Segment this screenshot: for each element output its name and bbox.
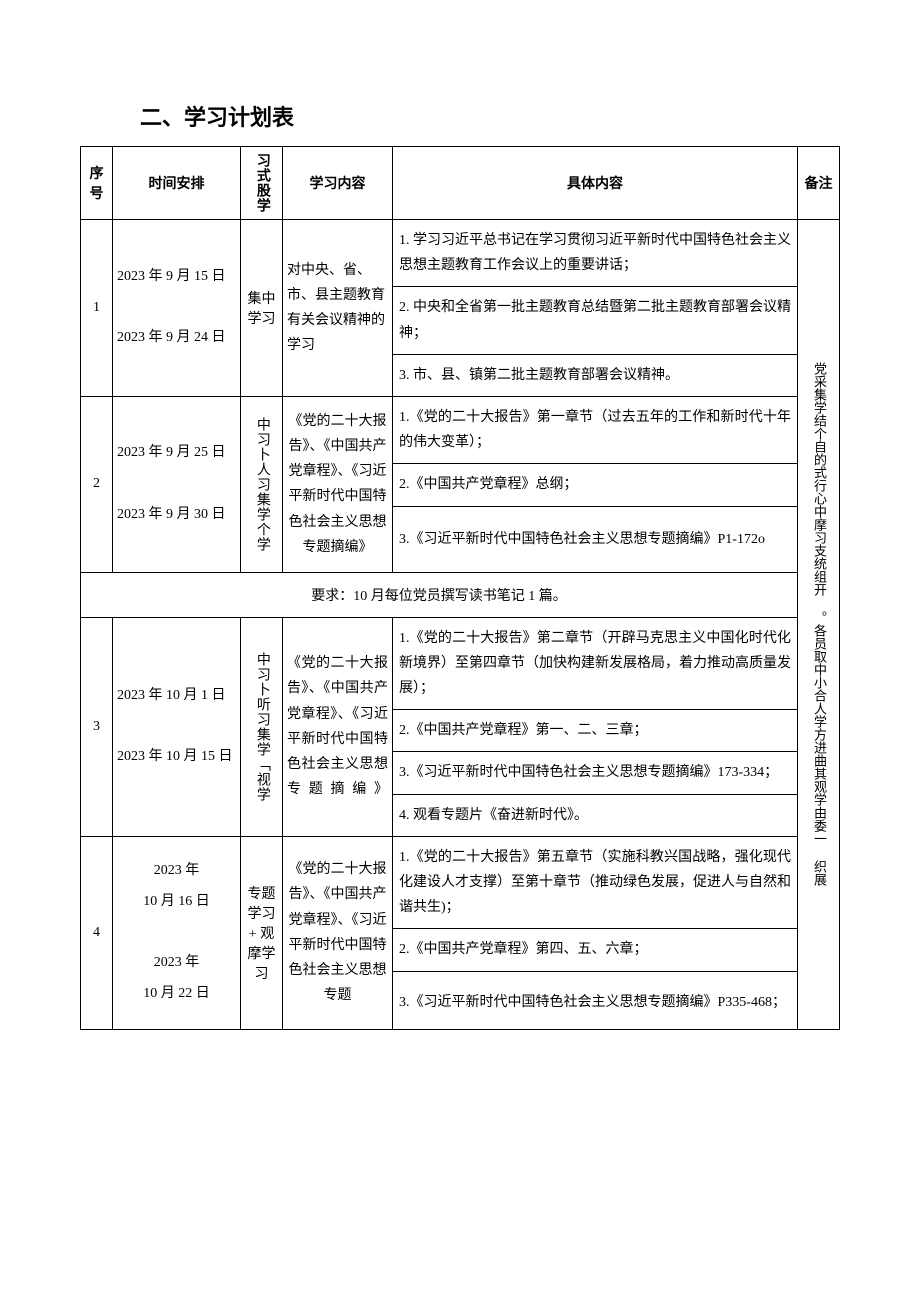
time-cell: 2023 年 10 月 16 日 2023 年 10 月 22 日: [113, 836, 241, 1029]
detail-cell: 3.《习近平新时代中国特色社会主义思想专题摘编》P335-468；: [393, 971, 798, 1029]
table-header-row: 序号 时间安排 习式股学 学习内容 具体内容 备注: [81, 147, 840, 220]
note-row: 要求：10 月每位党员撰写读书笔记 1 篇。: [81, 572, 840, 617]
detail-cell: 1. 学习习近平总书记在学习贯彻习近平新时代中国特色社会主义思想主题教育工作会议…: [393, 220, 798, 287]
header-time: 时间安排: [113, 147, 241, 220]
section-title: 二、学习计划表: [140, 100, 840, 132]
header-subject: 学习内容: [283, 147, 393, 220]
detail-cell: 1.《党的二十大报告》第二章节（开辟马克思主义中国化时代化新境界）至第四章节（加…: [393, 617, 798, 710]
detail-cell: 2.《中国共产党章程》第四、五、六章；: [393, 929, 798, 971]
detail-cell: 2.《中国共产党章程》总纲；: [393, 464, 798, 506]
header-detail: 具体内容: [393, 147, 798, 220]
header-form: 习式股学: [241, 147, 283, 220]
subject-cell: 《党的二十大报告》、《中国共产党章程》、《习近平新时代中国特色社会主义思想专题: [283, 836, 393, 1029]
seq-cell: 1: [81, 220, 113, 397]
subject-cell: 《党的二十大报告》、《中国共产党章程》、《习近平新时代中国特色社会主义思想专题摘…: [283, 617, 393, 836]
detail-group: 3.《习近平新时代中国特色社会主义思想专题摘编》173-334； 4. 观看专题…: [393, 752, 798, 836]
header-seq: 序号: [81, 147, 113, 220]
study-plan-table: 序号 时间安排 习式股学 学习内容 具体内容 备注 1 2023 年 9 月 1…: [80, 146, 840, 1030]
form-cell: 中习卜人习集学个学: [241, 396, 283, 572]
detail-cell: 3.《习近平新时代中国特色社会主义思想专题摘编》P1-172o: [393, 506, 798, 572]
seq-cell: 4: [81, 836, 113, 1029]
table-row: 1 2023 年 9 月 15 日 2023 年 9 月 24 日 集中学习 对…: [81, 220, 840, 287]
detail-cell: 1.《党的二十大报告》第一章节（过去五年的工作和新时代十年的伟大变革）；: [393, 396, 798, 463]
detail-cell: 2.《中国共产党章程》第一、二、三章；: [393, 710, 798, 752]
time-cell: 2023 年 9 月 15 日 2023 年 9 月 24 日: [113, 220, 241, 397]
time-cell: 2023 年 9 月 25 日 2023 年 9 月 30 日: [113, 396, 241, 572]
detail-cell: 1.《党的二十大报告》第五章节（实施科教兴国战略，强化现代化建设人才支撑）至第十…: [393, 836, 798, 929]
table-row: 3 2023 年 10 月 1 日 2023 年 10 月 15 日 中习卜听习…: [81, 617, 840, 710]
table-row: 4 2023 年 10 月 16 日 2023 年 10 月 22 日 专题学习…: [81, 836, 840, 929]
subject-cell: 《党的二十大报告》、《中国共产党章程》、《习近平新时代中国特色社会主义思想专题摘…: [283, 396, 393, 572]
form-cell: 集中学习: [241, 220, 283, 397]
form-cell: 中习卜听习集学﹁视学: [241, 617, 283, 836]
header-remark: 备注: [798, 147, 840, 220]
note-cell: 要求：10 月每位党员撰写读书笔记 1 篇。: [81, 572, 798, 617]
subject-cell: 对中央、省、市、县主题教育有关会议精神的学习: [283, 220, 393, 397]
seq-cell: 2: [81, 396, 113, 572]
detail-cell: 2. 中央和全省第一批主题教育总结暨第二批主题教育部署会议精神；: [393, 287, 798, 354]
seq-cell: 3: [81, 617, 113, 836]
time-cell: 2023 年 10 月 1 日 2023 年 10 月 15 日: [113, 617, 241, 836]
table-row: 2 2023 年 9 月 25 日 2023 年 9 月 30 日 中习卜人习集…: [81, 396, 840, 463]
remark-cell: 党采集学结个自的式行心中摩习支统组开 。各员取中小合人学方进曲其观学由委一 织展: [798, 220, 840, 1030]
detail-cell: 3. 市、县、镇第二批主题教育部署会议精神。: [393, 354, 798, 396]
form-cell: 专题学习+ 观摩学习: [241, 836, 283, 1029]
